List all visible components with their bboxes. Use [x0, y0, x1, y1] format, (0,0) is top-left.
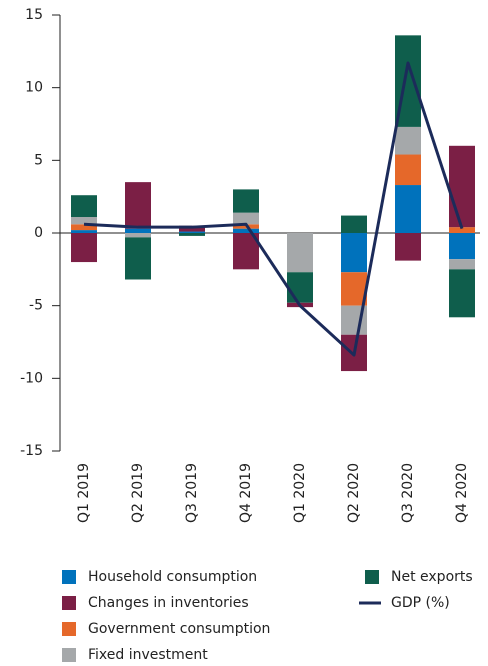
x-tick-label: Q4 2020: [454, 463, 470, 523]
bar-segment: [449, 227, 475, 233]
bar-segment: [125, 182, 151, 229]
bar-segment: [395, 185, 421, 233]
bar-segment: [179, 233, 205, 236]
legend-swatch: [365, 570, 379, 584]
legend-label: GDP (%): [391, 595, 450, 611]
y-tick-label: 5: [34, 152, 43, 168]
legend-label: Fixed investment: [88, 647, 208, 663]
bar-segment: [449, 233, 475, 260]
y-tick-label: -15: [20, 443, 43, 459]
legend-swatch: [62, 570, 76, 584]
bar-segment: [449, 259, 475, 270]
bar-segment: [233, 212, 259, 225]
bar-segment: [395, 154, 421, 186]
bar-segment: [179, 231, 205, 233]
legend-swatch: [62, 596, 76, 610]
y-tick-label: -10: [20, 370, 43, 386]
x-tick-label: Q3 2019: [184, 463, 200, 523]
bar-segment: [449, 145, 475, 228]
bar-segment: [71, 217, 97, 225]
x-tick-label: Q2 2019: [130, 463, 146, 523]
bar-segment: [71, 230, 97, 233]
bar-segment: [287, 272, 313, 303]
bar-segment: [125, 228, 151, 233]
legend-swatch: [62, 648, 76, 662]
bar-segment: [125, 237, 151, 280]
legend-label: Net exports: [391, 569, 473, 585]
bar-segment: [71, 195, 97, 218]
x-tick-label: Q3 2020: [400, 463, 416, 523]
bar-segment: [233, 228, 259, 233]
legend-label: Changes in inventories: [88, 595, 249, 611]
x-tick-label: Q2 2020: [346, 463, 362, 523]
bar-segment: [287, 233, 313, 273]
bar-segment: [341, 215, 367, 233]
bar-segment: [395, 233, 421, 261]
legend-label: Household consumption: [88, 569, 257, 585]
bar-segment: [71, 224, 97, 231]
bar-segment: [125, 233, 151, 238]
x-tick-label: Q1 2020: [292, 463, 308, 523]
y-tick-label: 10: [25, 80, 43, 96]
legend-label: Government consumption: [88, 621, 270, 637]
bar-segment: [341, 233, 367, 273]
gdp-line: [83, 61, 464, 357]
y-tick-label: 0: [34, 225, 43, 241]
legend-swatch: [62, 622, 76, 636]
x-tick-label: Q1 2019: [76, 463, 92, 523]
y-tick-label: -5: [29, 298, 43, 314]
bar-segment: [233, 189, 259, 213]
y-tick-label: 15: [25, 7, 43, 23]
bar-segment: [71, 233, 97, 263]
bar-segment: [395, 126, 421, 155]
x-tick-label: Q4 2019: [238, 463, 254, 523]
bar-segment: [449, 269, 475, 318]
